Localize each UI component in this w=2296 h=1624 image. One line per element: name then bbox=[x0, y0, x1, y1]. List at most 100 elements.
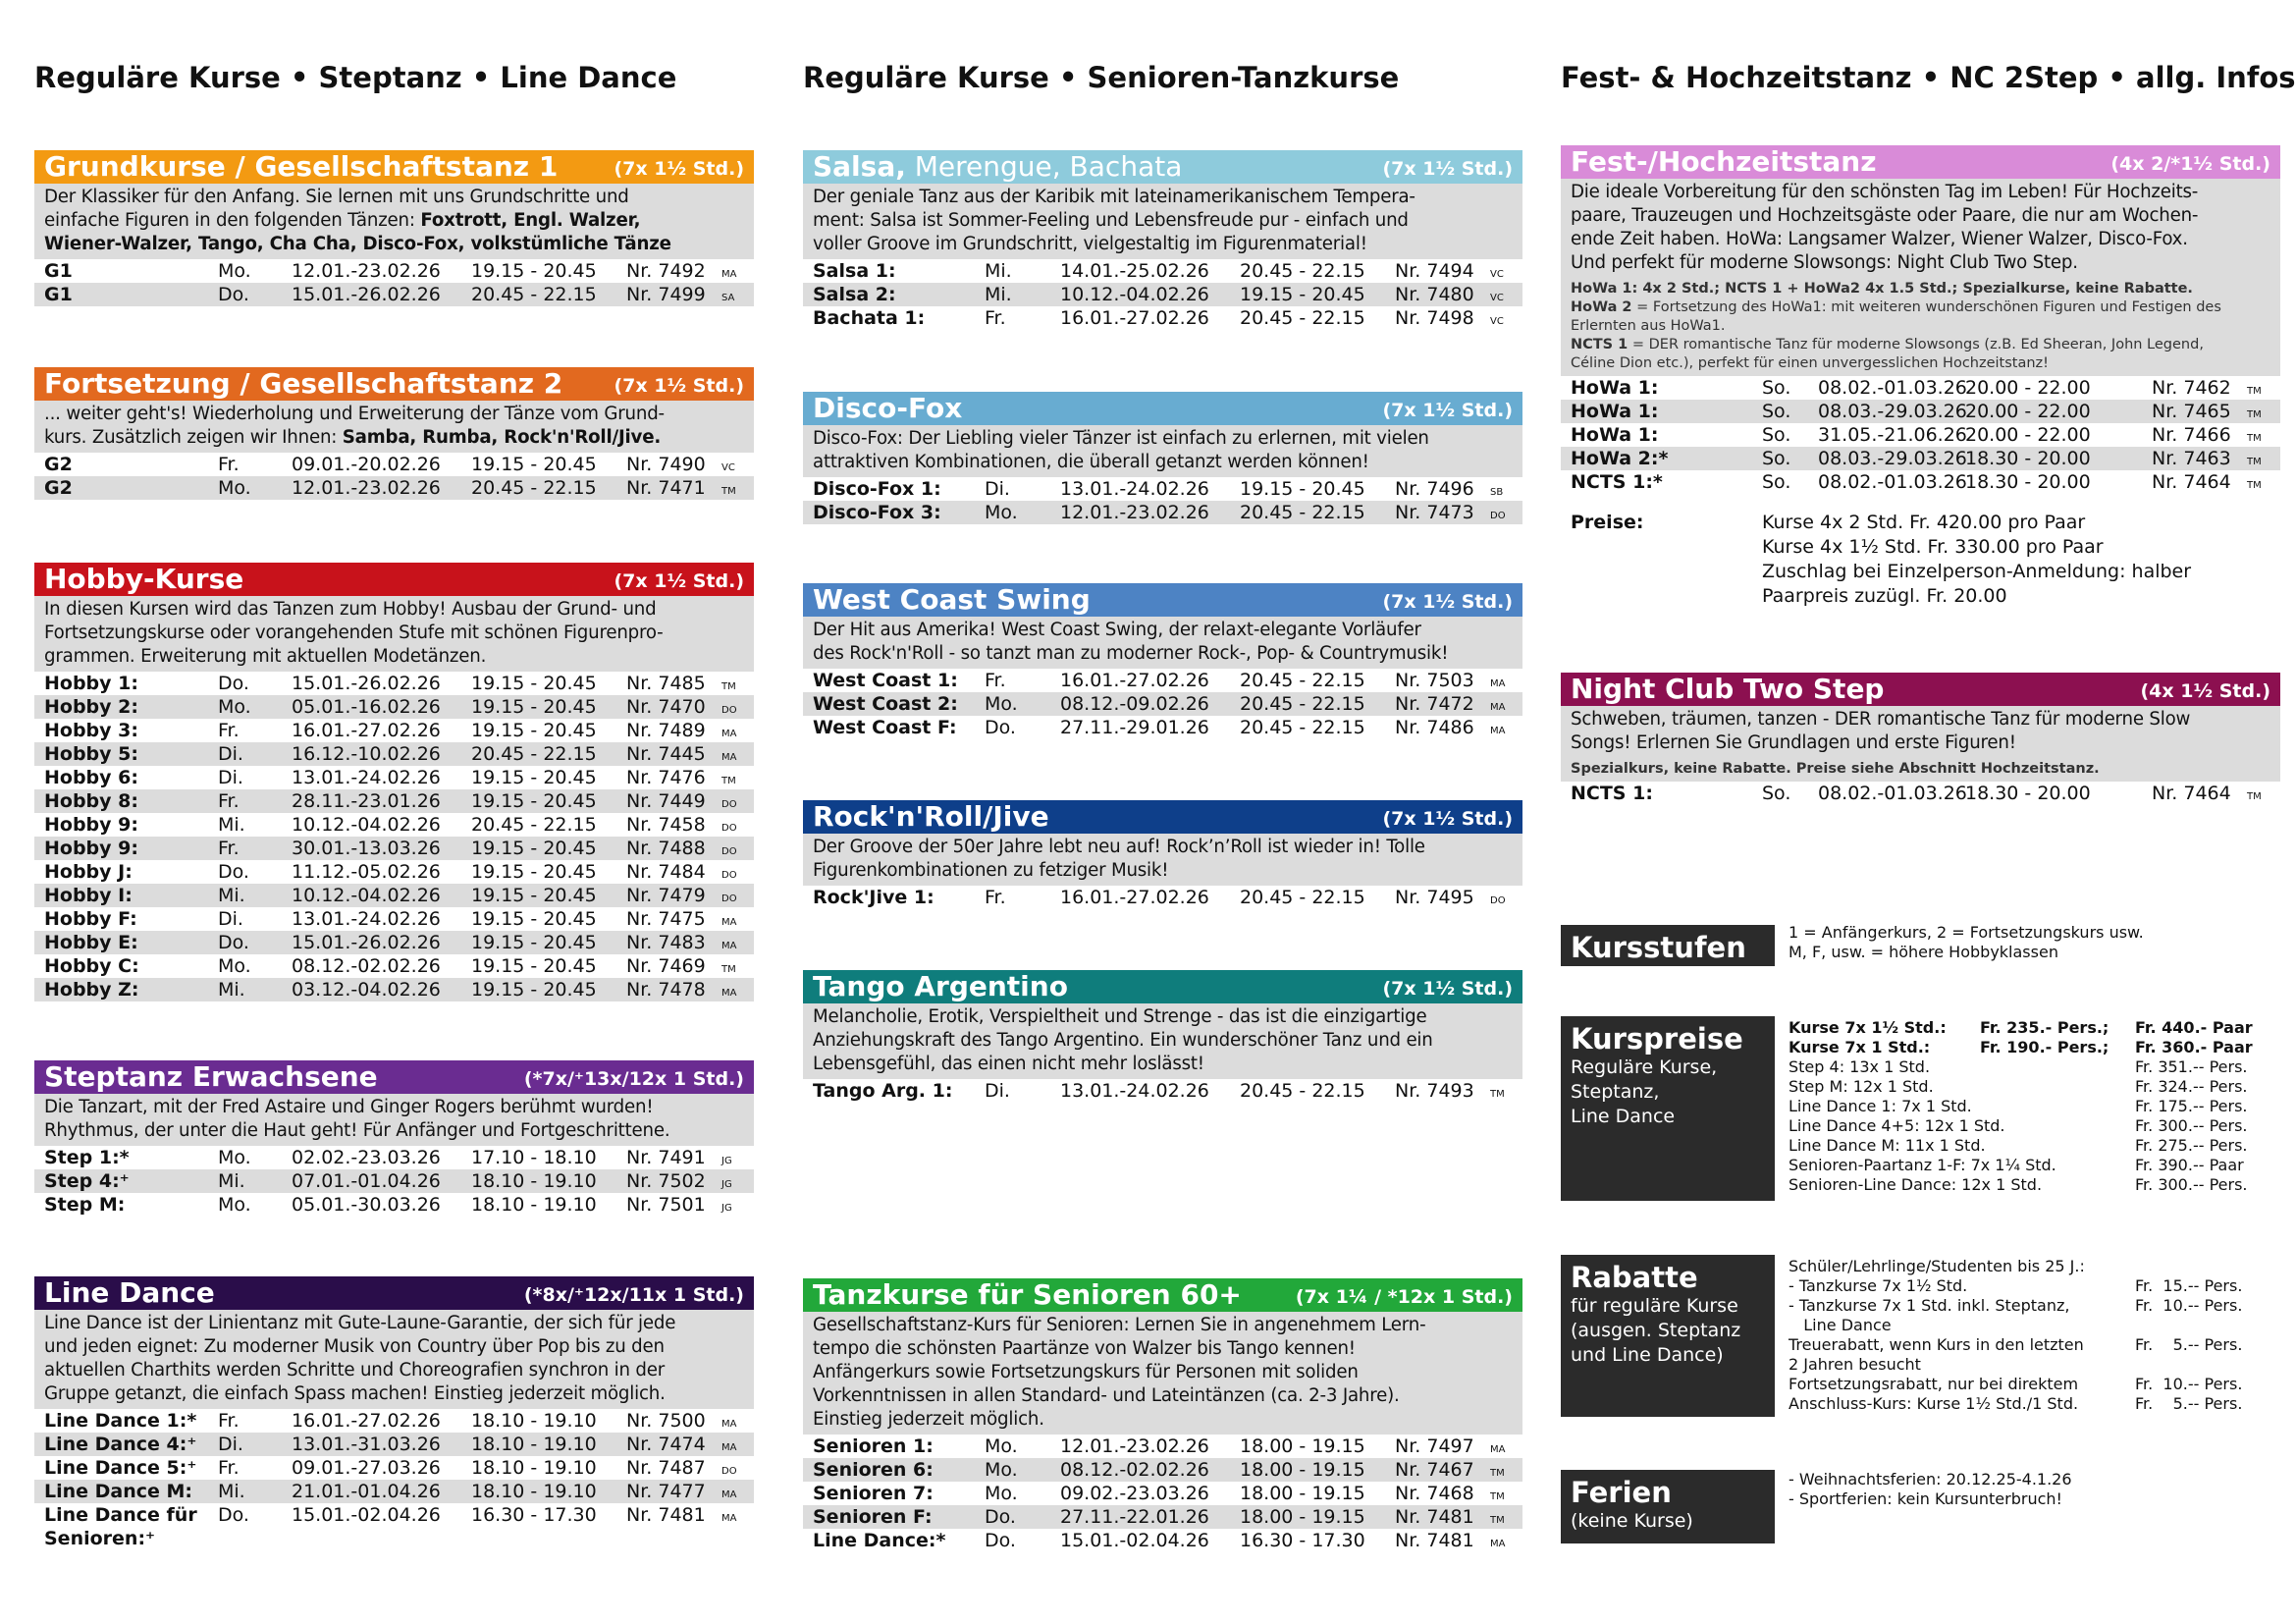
teacher-code: TM bbox=[721, 776, 736, 786]
ferien-box: Ferien (keine Kurse) bbox=[1561, 1470, 1775, 1543]
text: Melancholie, Erotik, Verspieltheit und S… bbox=[813, 1006, 1427, 1027]
section-description: Der Hit aus Amerika! West Coast Swing, d… bbox=[803, 617, 1522, 669]
course-dates: 13.01.-31.03.26 bbox=[292, 1434, 441, 1455]
course-name: Line Dance 4:⁺ bbox=[44, 1434, 197, 1455]
course-time: 18.30 - 20.00 bbox=[1965, 448, 2091, 469]
text-line: Erlernten aus HoWa1. bbox=[1571, 317, 2270, 336]
price-cell: Line Dance M: 11x 1 Std. bbox=[1789, 1136, 1986, 1155]
section-title: Grundkurse / Gesellschaftstanz 1 bbox=[44, 150, 558, 184]
course-time: 20.45 - 22.15 bbox=[1240, 717, 1365, 738]
course-day: Do. bbox=[218, 1504, 249, 1526]
course-day: Mi. bbox=[218, 885, 245, 906]
text-line: Der geniale Tanz aus der Karibik mit lat… bbox=[813, 186, 1513, 209]
text: tempo die schönsten Paartänze von Walzer… bbox=[813, 1338, 1356, 1359]
course-day: Di. bbox=[985, 1080, 1010, 1102]
course-row: West Coast 2: Mo. 08.12.-09.02.26 20.45 - 2… bbox=[803, 692, 1522, 716]
course-name: Disco-Fox 1: bbox=[813, 478, 941, 500]
course-name: Hobby F: bbox=[44, 908, 137, 930]
course-time: 17.10 - 18.10 bbox=[471, 1147, 597, 1168]
course-day: So. bbox=[1762, 377, 1791, 399]
course-row: Hobby 3: Fr. 16.01.-27.02.26 19.15 - 20.45 N… bbox=[34, 719, 754, 742]
section-header: Tango Argentino (7x 1½ Std.) bbox=[803, 970, 1522, 1003]
text: Einstieg jederzeit möglich. bbox=[813, 1409, 1044, 1430]
course-day: Mi. bbox=[218, 979, 245, 1001]
price-cell: Senioren-Line Dance: 12x 1 Std. bbox=[1789, 1175, 2043, 1194]
course-dates: 07.01.-01.04.26 bbox=[292, 1170, 441, 1192]
course-number: Nr. 7494 bbox=[1395, 260, 1474, 282]
course-day: Do. bbox=[985, 1506, 1016, 1528]
price-cell: Line Dance 1: 7x 1 Std. bbox=[1789, 1097, 1972, 1115]
course-day: Di. bbox=[985, 478, 1010, 500]
course-day: Mo. bbox=[985, 693, 1018, 715]
course-time: 19.15 - 20.45 bbox=[471, 720, 597, 741]
course-section-fest: Fest-/Hochzeitstanz (4x 2/*1½ Std.) Die id… bbox=[1561, 145, 2280, 494]
course-time: 20.45 - 22.15 bbox=[1240, 693, 1365, 715]
course-name: Hobby 1: bbox=[44, 673, 138, 694]
teacher-code: SA bbox=[721, 293, 735, 303]
course-name: Step 1:* bbox=[44, 1147, 130, 1168]
course-row: HoWa 1: So. 31.05.-21.06.26 20.00 - 22.00 Nr… bbox=[1561, 423, 2280, 447]
teacher-code: TM bbox=[1490, 1491, 1505, 1502]
text-line: Die Tanzart, mit der Fred Astaire und Gi… bbox=[44, 1096, 744, 1119]
section-description: Der geniale Tanz aus der Karibik mit lat… bbox=[803, 184, 1522, 259]
teacher-code: TM bbox=[2247, 791, 2262, 802]
course-row: Step 4:⁺ Mi. 07.01.-01.04.26 18.10 - 19.10 N… bbox=[34, 1169, 754, 1193]
course-day: Fr. bbox=[985, 307, 1006, 329]
text: = DER romantische Tanz für moderne Slows… bbox=[1628, 337, 2204, 352]
course-number: Nr. 7480 bbox=[1395, 284, 1474, 305]
text: grammen. Erweiterung mit aktuellen Modet… bbox=[44, 646, 487, 667]
course-time: 20.45 - 22.15 bbox=[1240, 1080, 1365, 1102]
course-day: Mo. bbox=[218, 696, 251, 718]
course-number: Nr. 7486 bbox=[1395, 717, 1474, 738]
discount-cell: Treuerabatt, wenn Kurs in den letzten bbox=[1789, 1335, 2084, 1354]
course-row: West Coast 1: Fr. 16.01.-27.02.26 20.45 - 2… bbox=[803, 669, 1522, 692]
course-row: G2 Fr. 09.01.-20.02.26 19.15 - 20.45 Nr. 749… bbox=[34, 453, 754, 476]
course-row: Line Dance 5:⁺ Fr. 09.01.-27.03.26 18.10 - … bbox=[34, 1456, 754, 1480]
course-day: Mi. bbox=[218, 814, 245, 836]
course-day: Mi. bbox=[985, 260, 1012, 282]
course-time: 20.45 - 22.15 bbox=[1240, 260, 1365, 282]
course-name: Hobby I: bbox=[44, 885, 133, 906]
course-dates: 08.12.-09.02.26 bbox=[1060, 693, 1209, 715]
course-dates: 12.01.-23.02.26 bbox=[1060, 1435, 1209, 1457]
section-title: Tango Argentino bbox=[813, 970, 1068, 1003]
course-row: Line Dance:* Do. 15.01.-02.04.26 16.30 - 17… bbox=[803, 1529, 1522, 1552]
price-cell: Kurse 7x 1½ Std.: bbox=[1789, 1018, 1947, 1037]
text-line: NCTS 1 = DER romantische Tanz für modern… bbox=[1571, 336, 2270, 354]
course-dates: 08.03.-29.03.26 bbox=[1818, 448, 1967, 469]
course-dates: 09.01.-27.03.26 bbox=[292, 1457, 441, 1479]
course-day: So. bbox=[1762, 401, 1791, 422]
course-row: Senioren 1: Mo. 12.01.-23.02.26 18.00 - 19.… bbox=[803, 1435, 1522, 1458]
text-line: Wiener-Walzer, Tango, Cha Cha, Disco-Fox… bbox=[44, 233, 744, 256]
course-time: 18.00 - 19.15 bbox=[1240, 1483, 1365, 1504]
text-line: Lebensgefühl, das einen nicht mehr loslä… bbox=[813, 1053, 1513, 1076]
course-section-senioren: Tanzkurse für Senioren 60+ (7x 1¼ / *12x … bbox=[803, 1278, 1522, 1552]
section-duration: (7x 1½ Std.) bbox=[614, 375, 744, 397]
text-line: und jeden eignet: Zu moderner Musik von … bbox=[44, 1335, 744, 1359]
section-notes: HoWa 1: 4x 2 Std.; NCTS 1 + HoWa2 4x 1.5… bbox=[1561, 278, 2280, 376]
section-description: Die Tanzart, mit der Fred Astaire und Gi… bbox=[34, 1094, 754, 1146]
section-duration: (7x 1½ Std.) bbox=[1382, 591, 1513, 613]
course-dates: 09.01.-20.02.26 bbox=[292, 454, 441, 475]
text: paare, Trauzeugen und Hochzeitsgäste ode… bbox=[1571, 205, 2199, 226]
course-dates: 13.01.-24.02.26 bbox=[1060, 1080, 1209, 1102]
section-title-main: Steptanz Erwachsene bbox=[44, 1060, 378, 1093]
text-line: voller Groove im Grundschritt, vielgesta… bbox=[813, 233, 1513, 256]
course-dates: 03.12.-04.02.26 bbox=[292, 979, 441, 1001]
course-day: Di. bbox=[218, 767, 243, 788]
teacher-code: MA bbox=[1490, 678, 1506, 689]
text-line: Spezialkurs, keine Rabatte. Preise siehe… bbox=[1571, 760, 2270, 779]
course-row: Hobby J: Do. 11.12.-05.02.26 19.15 - 20.45 N… bbox=[34, 860, 754, 884]
course-time: 18.00 - 19.15 bbox=[1240, 1459, 1365, 1481]
price-cell: Fr. 360.- Paar bbox=[2135, 1038, 2253, 1056]
teacher-code: TM bbox=[2247, 457, 2262, 467]
course-day: Di. bbox=[218, 908, 243, 930]
section-title-main: Tanzkurse für Senioren 60+ bbox=[813, 1278, 1242, 1311]
course-name: Hobby 9: bbox=[44, 814, 138, 836]
section-title: Fest-/Hochzeitstanz bbox=[1571, 145, 1877, 179]
price-cell: Fr. 324.-- Pers. bbox=[2135, 1077, 2248, 1096]
teacher-code: VC bbox=[721, 462, 735, 473]
course-dates: 08.02.-01.03.26 bbox=[1818, 377, 1967, 399]
section-description: Der Klassiker für den Anfang. Sie lernen… bbox=[34, 184, 754, 259]
course-time: 20.45 - 22.15 bbox=[471, 743, 597, 765]
